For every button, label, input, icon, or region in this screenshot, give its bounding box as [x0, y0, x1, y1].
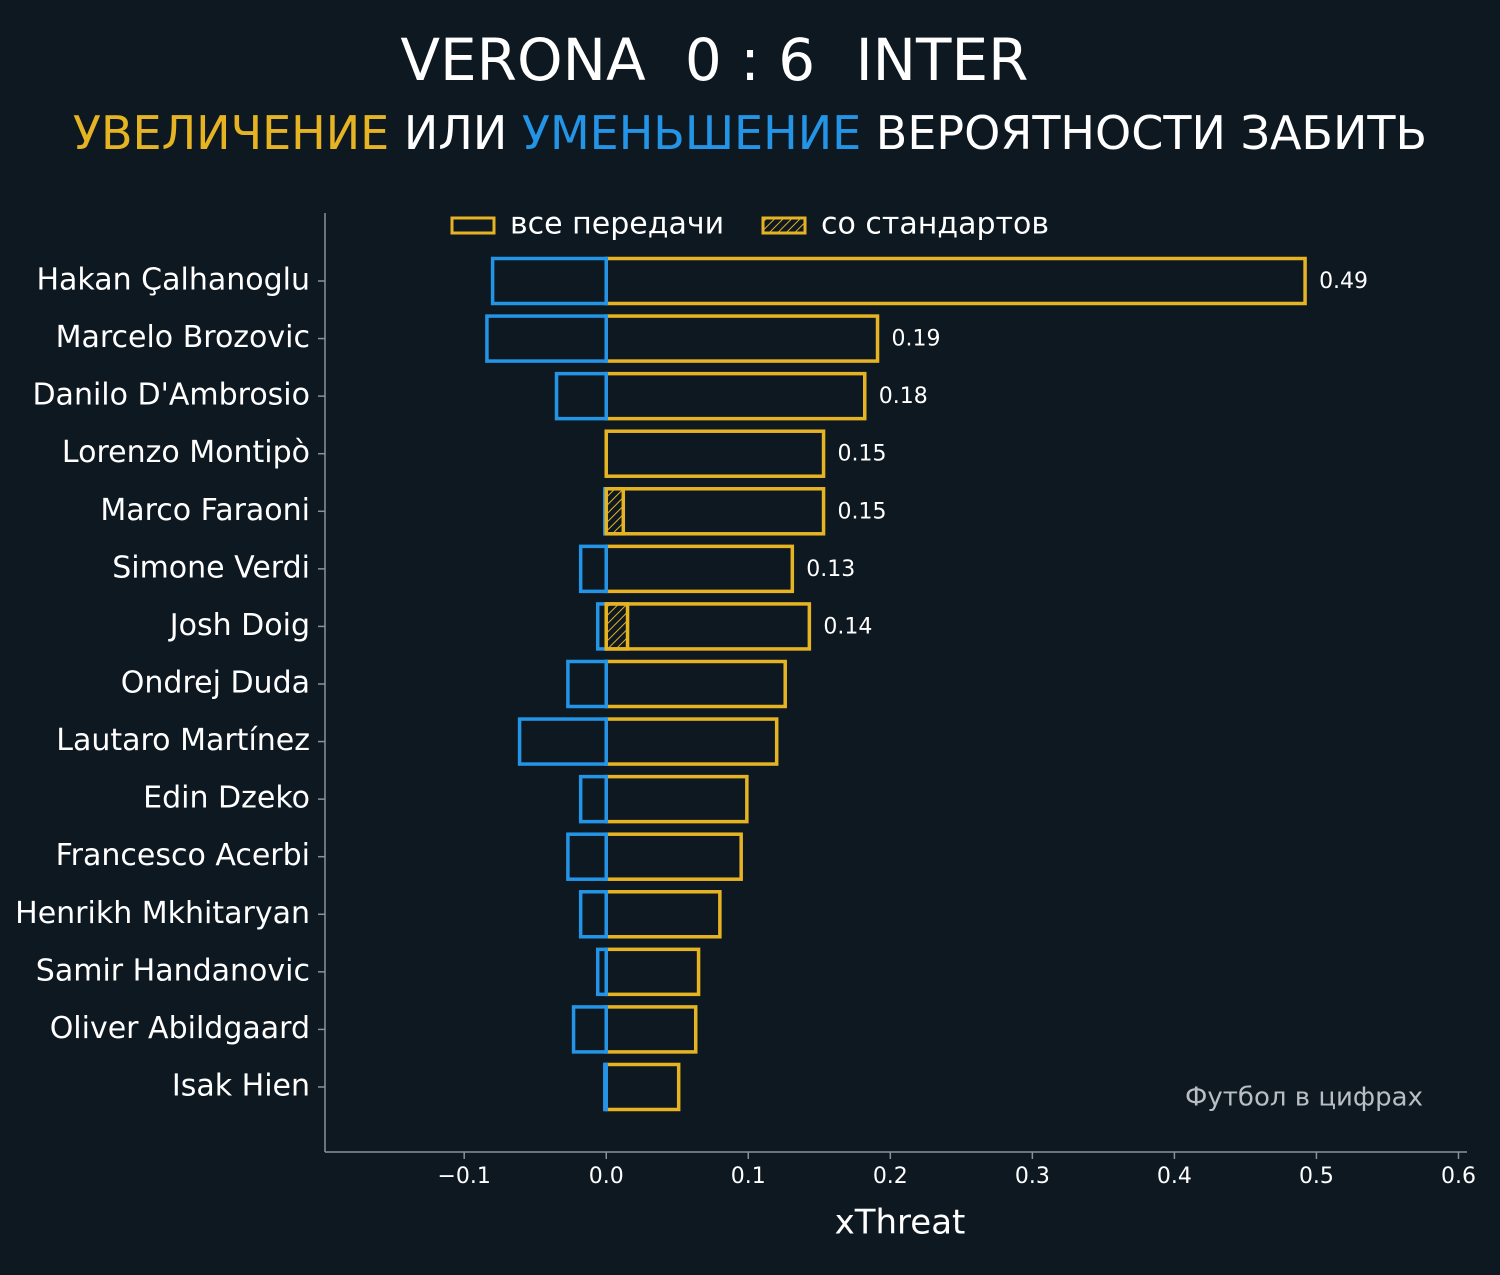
subtitle-part: ВЕРОЯТНОСТИ ЗАБИТЬ [861, 106, 1427, 160]
bar [485, 314, 608, 363]
bar [517, 717, 608, 766]
value-label: 0.19 [892, 327, 941, 352]
title-part: VERONA [400, 26, 646, 94]
value-label: 0.18 [879, 384, 928, 409]
set-piece-bar [604, 487, 626, 536]
y-tick-label: Lautaro Martínez [56, 723, 310, 758]
value-label: 0.13 [806, 557, 855, 582]
y-tick-label: Danilo D'Ambrosio [32, 378, 310, 413]
bar [595, 947, 608, 997]
legend-label: со стандартов [821, 207, 1049, 242]
legend-swatch [450, 216, 496, 235]
legend-label: все передачи [510, 207, 724, 242]
title: VERONA 0 : 6 INTER [400, 26, 1028, 94]
bar [603, 1062, 608, 1112]
set-piece-bar [604, 602, 630, 651]
bar [578, 544, 608, 594]
subtitle-part: УМЕНЬШЕНИЕ [507, 106, 861, 160]
y-tick-label: Samir Handanovic [36, 953, 310, 988]
x-tick-label: 0.0 [589, 1164, 624, 1189]
x-tick-label: −0.1 [437, 1164, 490, 1189]
x-tick-label: 0.3 [1015, 1164, 1050, 1189]
x-tick-label: 0.1 [731, 1164, 766, 1189]
y-tick-label: Henrikh Mkhitaryan [15, 896, 310, 931]
bar [578, 890, 608, 939]
y-tick-label: Francesco Acerbi [56, 838, 310, 873]
legend-swatch [761, 216, 807, 235]
y-tick-label: Josh Doig [168, 608, 310, 643]
bar [566, 659, 608, 709]
value-label: 0.15 [838, 499, 887, 524]
y-tick-label: Edin Dzeko [143, 781, 310, 816]
x-axis-label: xThreat [835, 1203, 966, 1243]
bar [566, 832, 608, 881]
subtitle-part: ИЛИ [389, 106, 507, 160]
y-tick-label: Ondrej Duda [121, 665, 310, 700]
bar [578, 774, 608, 824]
y-tick-label: Marco Faraoni [100, 493, 310, 528]
watermark: Футбол в цифрах [1185, 1083, 1423, 1113]
title-part: 0 : 6 [685, 26, 815, 94]
bar [571, 1005, 608, 1054]
subtitle-part: УВЕЛИЧЕНИЕ [73, 106, 389, 160]
y-tick-label: Lorenzo Montipò [62, 435, 310, 470]
x-tick-label: 0.6 [1441, 1164, 1476, 1189]
title-part: INTER [856, 26, 1029, 94]
y-tick-label: Hakan Çalhanoglu [36, 263, 310, 298]
bar [490, 256, 608, 306]
bar [604, 429, 826, 478]
value-label: 0.14 [823, 614, 872, 639]
y-tick-label: Isak Hien [172, 1068, 310, 1103]
y-tick-label: Marcelo Brozovic [56, 320, 310, 355]
y-tick-label: Simone Verdi [112, 550, 310, 585]
x-tick-label: 0.5 [1299, 1164, 1334, 1189]
value-label: 0.49 [1319, 269, 1368, 294]
y-tick-label: Oliver Abildgaard [50, 1011, 310, 1046]
bar [554, 371, 608, 421]
value-label: 0.15 [838, 442, 887, 467]
x-tick-label: 0.4 [1157, 1164, 1192, 1189]
subtitle: УВЕЛИЧЕНИЕ ИЛИ УМЕНЬШЕНИЕ ВЕРОЯТНОСТИ ЗА… [73, 106, 1427, 160]
x-tick-label: 0.2 [873, 1164, 908, 1189]
